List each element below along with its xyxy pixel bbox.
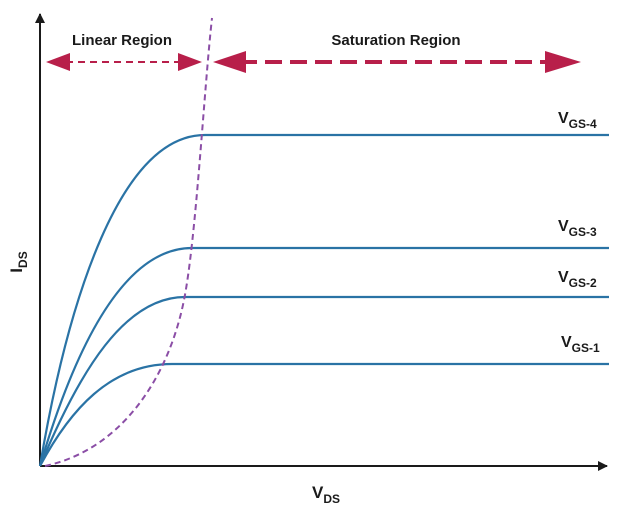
x-axis-label: VDS: [312, 483, 340, 506]
saturation-region-arrow: [213, 51, 581, 73]
vgs-3-label: VGS-3: [558, 218, 597, 239]
vgs-4-curve: [38, 133, 609, 467]
linear-region-arrow: [46, 53, 202, 71]
linear-region-label: Linear Region: [72, 32, 172, 49]
vgs-2-curve: [38, 295, 609, 467]
vgs-3-curve: [38, 246, 609, 467]
saturation-region-label: Saturation Region: [331, 32, 460, 49]
vgs-1-curve: [39, 362, 609, 467]
vgs-1-label: VGS-1: [561, 334, 600, 355]
vgs-2-label: VGS-2: [558, 269, 597, 290]
y-axis-label: IDS: [7, 251, 30, 272]
saturation-boundary-curve: [44, 17, 213, 467]
vgs-4-label: VGS-4: [558, 110, 597, 131]
